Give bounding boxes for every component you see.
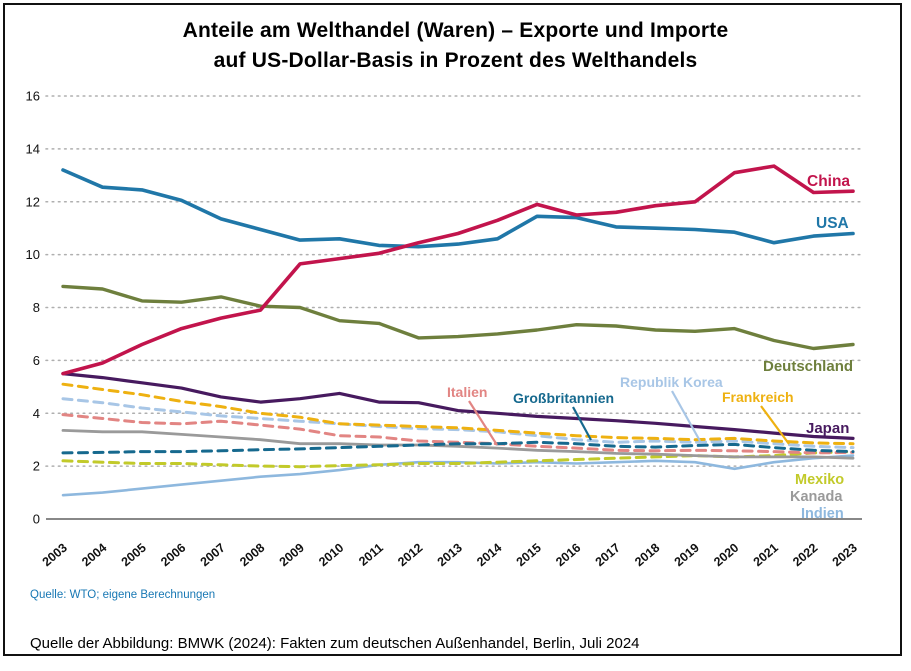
series-line-frankreich xyxy=(61,382,855,446)
x-tick-label-2008: 2008 xyxy=(237,541,267,570)
y-tick-label-0: 0 xyxy=(33,512,40,527)
series-label-republik-korea: Republik Korea xyxy=(620,374,723,390)
series-line-kanada xyxy=(61,428,855,460)
y-tick-label-8: 8 xyxy=(33,300,40,315)
y-tick-label-12: 12 xyxy=(26,194,40,209)
series-label-usa: USA xyxy=(816,215,849,232)
x-tick-label-2006: 2006 xyxy=(158,541,188,570)
leader-line-großbritannien xyxy=(572,406,592,441)
series-label-deutschland: Deutschland xyxy=(763,358,853,375)
y-tick-label-6: 6 xyxy=(33,353,40,368)
x-tick-label-2007: 2007 xyxy=(198,541,228,570)
x-tick-label-2011: 2011 xyxy=(356,541,386,569)
x-tick-label-2017: 2017 xyxy=(593,541,623,570)
series-label-frankreich: Frankreich xyxy=(722,389,794,405)
y-tick-label-2: 2 xyxy=(33,459,40,474)
source-note: Quelle: WTO; eigene Berechnungen xyxy=(30,589,216,601)
leader-line-republik-korea xyxy=(671,390,701,442)
series-label-großbritannien: Großbritannien xyxy=(513,390,614,406)
series-label-indien: Indien xyxy=(801,506,844,522)
x-tick-label-2012: 2012 xyxy=(395,541,425,570)
y-tick-label-10: 10 xyxy=(26,247,40,262)
x-tick-label-2022: 2022 xyxy=(790,541,820,570)
series-line-usa xyxy=(61,168,855,249)
x-tick-label-2004: 2004 xyxy=(79,541,109,570)
y-tick-label-4: 4 xyxy=(33,406,40,421)
chart-title-line2: auf US-Dollar-Basis in Prozent des Welth… xyxy=(213,49,698,72)
x-tick-label-2023: 2023 xyxy=(830,541,860,570)
x-tick-label-2010: 2010 xyxy=(316,541,346,570)
series-line-mexiko xyxy=(61,450,855,469)
leader-line-italien xyxy=(468,400,498,446)
series-line-china xyxy=(61,164,855,376)
series-line-indien xyxy=(61,454,855,497)
series-label-kanada: Kanada xyxy=(790,489,843,505)
y-tick-label-14: 14 xyxy=(26,141,40,156)
series-label-china: China xyxy=(807,173,850,190)
x-tick-label-2005: 2005 xyxy=(119,541,149,570)
x-tick-label-2015: 2015 xyxy=(514,541,544,570)
x-tick-label-2003: 2003 xyxy=(40,541,70,570)
y-tick-label-16: 16 xyxy=(26,89,40,104)
series-label-mexiko: Mexiko xyxy=(795,472,844,488)
series-line-großbritannien xyxy=(61,440,855,455)
series-label-japan: Japan xyxy=(806,420,849,437)
x-tick-label-2009: 2009 xyxy=(277,541,307,570)
x-tick-label-2014: 2014 xyxy=(474,541,504,570)
figure-border xyxy=(3,3,902,656)
figure-caption: Quelle der Abbildung: BMWK (2024): Fakte… xyxy=(30,635,640,652)
x-tick-label-2019: 2019 xyxy=(672,541,702,570)
x-tick-label-2021: 2021 xyxy=(751,541,781,570)
leader-line-frankreich xyxy=(760,405,790,445)
series-label-italien: Italien xyxy=(447,384,487,400)
x-tick-label-2013: 2013 xyxy=(435,541,465,570)
series-line-republik-korea xyxy=(61,397,855,450)
x-tick-label-2018: 2018 xyxy=(632,541,662,570)
chart-title: Anteile am Welthandel (Waren) – Exporte … xyxy=(0,16,911,76)
chart-title-line1: Anteile am Welthandel (Waren) – Exporte … xyxy=(182,19,729,42)
x-tick-label-2020: 2020 xyxy=(711,541,741,570)
series-line-japan xyxy=(61,372,855,440)
x-tick-label-2016: 2016 xyxy=(553,541,583,570)
series-line-deutschland xyxy=(61,284,855,351)
